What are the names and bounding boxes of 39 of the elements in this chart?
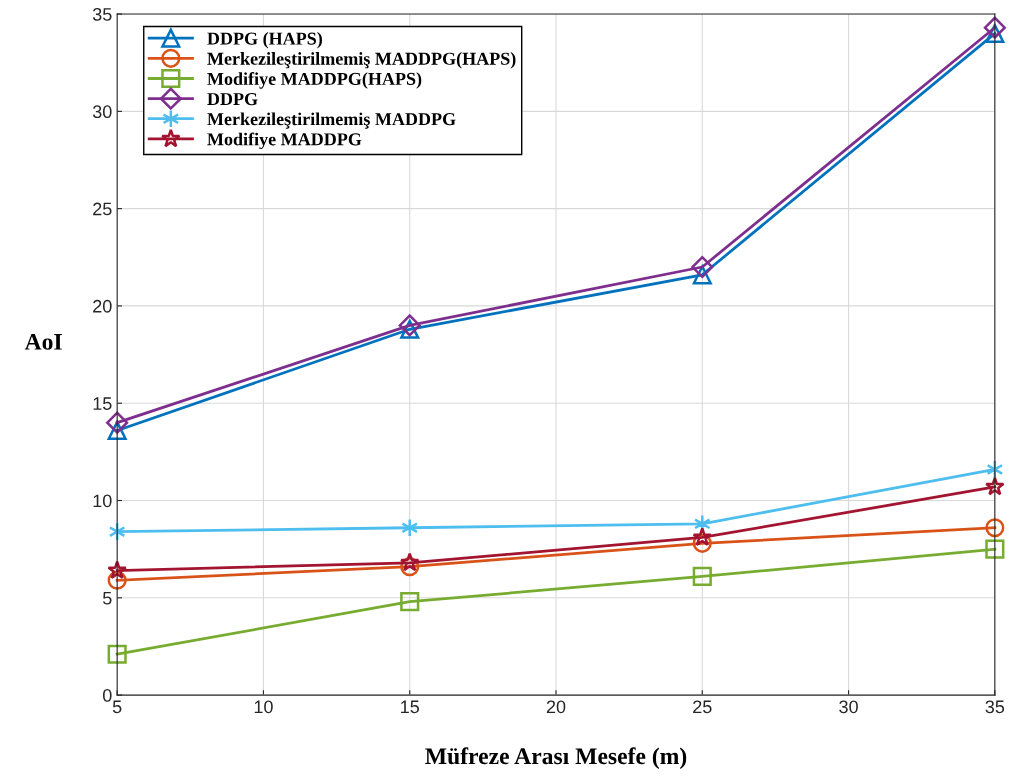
point bbox=[400, 592, 420, 612]
x-tick-label: 20 bbox=[546, 700, 566, 714]
legend-label: Merkezileştirilmemiş MADDPG(HAPS) bbox=[207, 52, 516, 69]
legend-label: DDPG (HAPS) bbox=[207, 32, 322, 49]
x-tick-label: 30 bbox=[839, 700, 858, 714]
point bbox=[107, 420, 127, 441]
point bbox=[983, 16, 1006, 39]
x-tick-label: 35 bbox=[985, 700, 1005, 714]
point bbox=[106, 411, 129, 434]
point bbox=[985, 539, 1005, 559]
point bbox=[692, 566, 712, 586]
x-tick-label: 5 bbox=[112, 700, 122, 714]
point bbox=[107, 560, 127, 580]
y-tick-label: 30 bbox=[92, 105, 112, 119]
y-tick-label: 35 bbox=[92, 7, 112, 21]
x-tick-label: 15 bbox=[401, 700, 420, 714]
point bbox=[399, 552, 420, 572]
legend-label: Modifiye MADDPG(HAPS) bbox=[207, 72, 422, 89]
x-tick-label: 25 bbox=[693, 700, 712, 714]
point bbox=[691, 255, 714, 279]
legend-label: Modifiye MADDPG bbox=[207, 132, 362, 150]
point bbox=[401, 518, 419, 538]
y-tick-label: 15 bbox=[93, 397, 112, 410]
point bbox=[692, 527, 713, 547]
y-axis-title: AoI bbox=[24, 333, 62, 350]
y-tick-label: 5 bbox=[102, 591, 112, 605]
x-axis-title: Müfreze Arası Mesefe (m) bbox=[425, 747, 687, 769]
y-tick-label: 0 bbox=[102, 689, 112, 702]
x-tick-label: 10 bbox=[254, 700, 273, 714]
point bbox=[985, 518, 1005, 538]
point bbox=[398, 314, 421, 337]
point bbox=[108, 522, 126, 542]
point bbox=[985, 476, 1005, 496]
legend-label: Merkezileştirilmemiş MADDPG bbox=[207, 112, 456, 129]
y-tick-label: 25 bbox=[93, 202, 112, 216]
legend-label: DDPG bbox=[207, 93, 258, 106]
y-tick-label: 10 bbox=[93, 494, 112, 508]
point bbox=[107, 644, 127, 664]
y-tick-label: 20 bbox=[93, 299, 112, 313]
